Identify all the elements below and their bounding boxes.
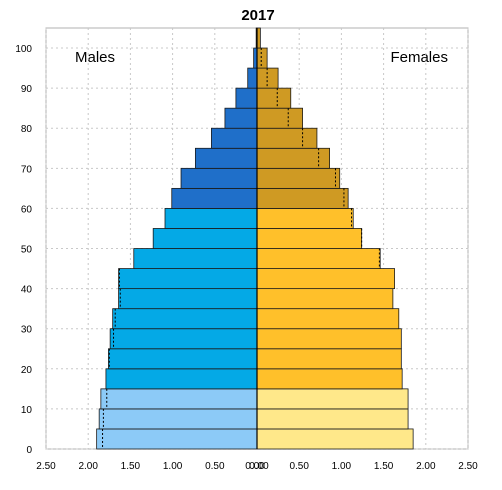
female-bar [256,348,402,370]
females-label: Females [390,49,448,66]
male-bar [194,147,258,169]
x-tick-label-left: 2.00 [78,461,98,472]
x-tick-label-left: 1.50 [121,461,141,472]
male-bar [224,107,258,129]
female-bar [256,87,292,109]
x-tick-label-left: 0.00 [245,461,265,472]
male-bar [105,368,258,390]
female-bar [256,268,395,290]
y-tick-label: 100 [15,44,32,55]
x-tick-label-left: 2.50 [36,461,56,472]
male-bar [247,67,258,89]
y-tick-label: 50 [21,245,33,256]
female-bar [256,167,341,189]
y-tick-label: 80 [21,124,33,135]
female-bar [256,208,354,229]
female-bar [256,288,394,310]
y-tick-label: 0 [26,445,32,456]
female-bar [256,328,402,350]
male-bar [133,248,258,269]
x-tick-label-right: 1.50 [374,461,394,472]
y-tick-label: 10 [21,405,33,416]
y-tick-label: 70 [21,164,33,175]
female-bar [256,248,381,269]
male-bar [96,428,258,450]
y-tick-label: 20 [21,365,33,376]
male-bar [171,187,258,209]
male-bar [164,208,258,229]
male-bar [235,87,258,109]
bars [96,27,414,450]
female-bar [256,388,409,410]
female-bar [256,408,409,430]
axes: 0 10 20 30 40 50 60 70 80 90 100 2.50 2.00 1.50 1.00 0.… [15,28,478,472]
female-bar [256,428,414,450]
male-bar [112,308,258,330]
female-bar [256,47,268,69]
y-tick-label: 60 [21,204,33,215]
x-tick-label-right: 2.00 [416,461,436,472]
female-bar [256,308,400,330]
x-tick-label-right: 1.00 [332,461,352,472]
reference-markers [102,48,380,449]
x-tick-label-left: 1.00 [163,461,183,472]
male-bar [118,288,258,310]
male-bar [180,167,258,189]
male-bar [108,348,258,370]
male-bar [152,228,258,249]
female-bar [256,107,303,129]
x-tick-label-right: 2.50 [458,461,478,472]
x-tick-label-right: 0.00 [249,461,269,472]
x-tick-label-left: 0.50 [205,461,225,472]
y-tick-label: 30 [21,325,33,336]
female-bar [256,228,363,249]
male-bar [98,408,258,430]
male-bar [100,388,258,410]
male-bar [109,328,258,350]
female-bar [256,187,349,209]
y-tick-label: 90 [21,84,33,95]
x-tick-label-right: 0.50 [289,461,309,472]
female-bar [256,127,318,149]
male-bar [118,268,258,290]
female-bar [256,368,403,390]
chart-title: 2017 [241,7,274,24]
male-bar [211,127,258,149]
y-tick-label: 40 [21,285,33,296]
males-label: Males [75,49,115,66]
